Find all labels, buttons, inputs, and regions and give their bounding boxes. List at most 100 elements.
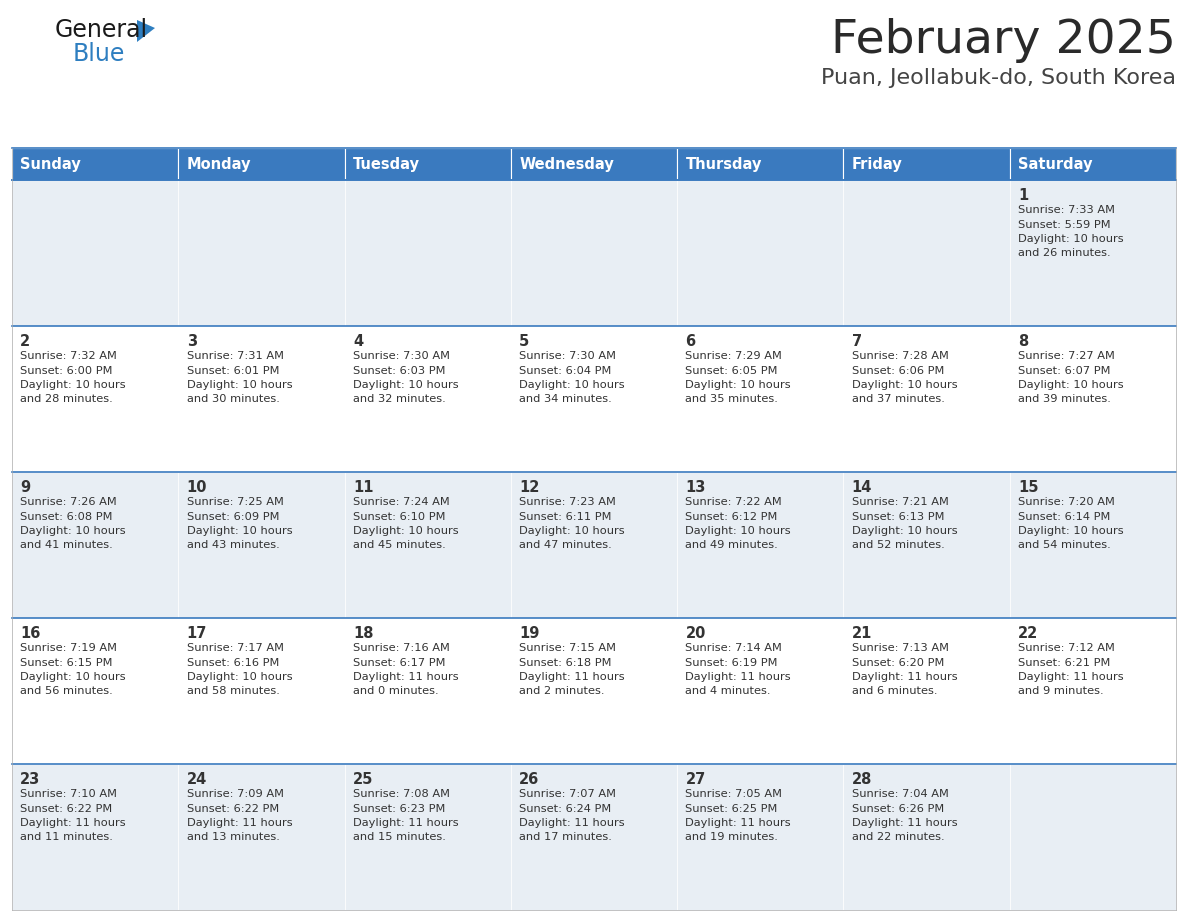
- Text: and 45 minutes.: and 45 minutes.: [353, 541, 446, 551]
- Text: Sunrise: 7:27 AM: Sunrise: 7:27 AM: [1018, 351, 1114, 361]
- Text: Sunrise: 7:32 AM: Sunrise: 7:32 AM: [20, 351, 118, 361]
- Text: and 6 minutes.: and 6 minutes.: [852, 687, 937, 697]
- Text: and 47 minutes.: and 47 minutes.: [519, 541, 612, 551]
- Text: Sunset: 6:04 PM: Sunset: 6:04 PM: [519, 365, 612, 375]
- Text: Sunset: 5:59 PM: Sunset: 5:59 PM: [1018, 219, 1111, 230]
- Text: Sunset: 6:12 PM: Sunset: 6:12 PM: [685, 511, 778, 521]
- Bar: [12, 764, 178, 910]
- Text: Sunset: 6:15 PM: Sunset: 6:15 PM: [20, 657, 113, 667]
- Text: Daylight: 10 hours: Daylight: 10 hours: [852, 380, 958, 390]
- Text: Daylight: 11 hours: Daylight: 11 hours: [519, 818, 625, 828]
- Text: and 13 minutes.: and 13 minutes.: [187, 833, 279, 843]
- Text: 26: 26: [519, 772, 539, 787]
- Text: Daylight: 10 hours: Daylight: 10 hours: [187, 380, 292, 390]
- Text: Sunrise: 7:20 AM: Sunrise: 7:20 AM: [1018, 497, 1114, 507]
- Text: Sunday: Sunday: [20, 156, 81, 172]
- Text: 23: 23: [20, 772, 40, 787]
- Bar: [178, 148, 345, 180]
- Text: and 26 minutes.: and 26 minutes.: [1018, 249, 1111, 259]
- Text: Daylight: 10 hours: Daylight: 10 hours: [519, 526, 625, 536]
- Text: Daylight: 11 hours: Daylight: 11 hours: [353, 672, 459, 682]
- Bar: [12, 326, 178, 472]
- Bar: [345, 618, 511, 764]
- Text: Sunrise: 7:08 AM: Sunrise: 7:08 AM: [353, 789, 450, 799]
- Text: 13: 13: [685, 480, 706, 495]
- Text: Sunset: 6:11 PM: Sunset: 6:11 PM: [519, 511, 612, 521]
- Bar: [843, 472, 1010, 618]
- Text: Sunrise: 7:12 AM: Sunrise: 7:12 AM: [1018, 643, 1114, 653]
- Text: Sunset: 6:10 PM: Sunset: 6:10 PM: [353, 511, 446, 521]
- Text: 9: 9: [20, 480, 31, 495]
- Text: 10: 10: [187, 480, 207, 495]
- Text: and 30 minutes.: and 30 minutes.: [187, 395, 279, 405]
- Text: February 2025: February 2025: [832, 18, 1176, 63]
- Text: and 17 minutes.: and 17 minutes.: [519, 833, 612, 843]
- Text: and 43 minutes.: and 43 minutes.: [187, 541, 279, 551]
- Bar: [1010, 326, 1176, 472]
- Text: 18: 18: [353, 626, 373, 641]
- Bar: [12, 472, 178, 618]
- Text: and 35 minutes.: and 35 minutes.: [685, 395, 778, 405]
- Bar: [178, 764, 345, 910]
- Text: Sunset: 6:23 PM: Sunset: 6:23 PM: [353, 803, 446, 813]
- Bar: [511, 148, 677, 180]
- Text: Daylight: 11 hours: Daylight: 11 hours: [685, 672, 791, 682]
- Text: and 37 minutes.: and 37 minutes.: [852, 395, 944, 405]
- Text: and 19 minutes.: and 19 minutes.: [685, 833, 778, 843]
- Text: Sunrise: 7:24 AM: Sunrise: 7:24 AM: [353, 497, 449, 507]
- Text: 7: 7: [852, 334, 861, 349]
- Text: 2: 2: [20, 334, 31, 349]
- Text: Sunrise: 7:15 AM: Sunrise: 7:15 AM: [519, 643, 617, 653]
- Text: Daylight: 11 hours: Daylight: 11 hours: [852, 818, 958, 828]
- Text: Blue: Blue: [72, 42, 126, 66]
- Bar: [1010, 764, 1176, 910]
- Text: Daylight: 10 hours: Daylight: 10 hours: [187, 672, 292, 682]
- Text: Sunrise: 7:05 AM: Sunrise: 7:05 AM: [685, 789, 783, 799]
- Text: Sunrise: 7:29 AM: Sunrise: 7:29 AM: [685, 351, 783, 361]
- Text: Daylight: 10 hours: Daylight: 10 hours: [1018, 234, 1124, 244]
- Text: Sunrise: 7:09 AM: Sunrise: 7:09 AM: [187, 789, 284, 799]
- Text: Sunset: 6:09 PM: Sunset: 6:09 PM: [187, 511, 279, 521]
- Bar: [1010, 180, 1176, 326]
- Text: Sunset: 6:06 PM: Sunset: 6:06 PM: [852, 365, 944, 375]
- Text: Sunset: 6:26 PM: Sunset: 6:26 PM: [852, 803, 944, 813]
- Bar: [345, 472, 511, 618]
- Text: 15: 15: [1018, 480, 1038, 495]
- Text: 27: 27: [685, 772, 706, 787]
- Text: Friday: Friday: [852, 156, 903, 172]
- Text: Sunset: 6:25 PM: Sunset: 6:25 PM: [685, 803, 778, 813]
- Text: and 41 minutes.: and 41 minutes.: [20, 541, 113, 551]
- Text: 6: 6: [685, 334, 696, 349]
- Text: Wednesday: Wednesday: [519, 156, 614, 172]
- Text: Daylight: 10 hours: Daylight: 10 hours: [519, 380, 625, 390]
- Text: Daylight: 10 hours: Daylight: 10 hours: [187, 526, 292, 536]
- Text: Sunrise: 7:33 AM: Sunrise: 7:33 AM: [1018, 205, 1116, 215]
- Text: Sunrise: 7:21 AM: Sunrise: 7:21 AM: [852, 497, 948, 507]
- Text: Sunrise: 7:22 AM: Sunrise: 7:22 AM: [685, 497, 782, 507]
- Bar: [345, 326, 511, 472]
- Text: Sunrise: 7:19 AM: Sunrise: 7:19 AM: [20, 643, 118, 653]
- Text: Sunrise: 7:28 AM: Sunrise: 7:28 AM: [852, 351, 948, 361]
- Text: Daylight: 11 hours: Daylight: 11 hours: [852, 672, 958, 682]
- Text: and 39 minutes.: and 39 minutes.: [1018, 395, 1111, 405]
- Text: Sunrise: 7:13 AM: Sunrise: 7:13 AM: [852, 643, 949, 653]
- Text: Sunrise: 7:16 AM: Sunrise: 7:16 AM: [353, 643, 450, 653]
- Text: 8: 8: [1018, 334, 1029, 349]
- Text: Daylight: 11 hours: Daylight: 11 hours: [1018, 672, 1124, 682]
- Text: Sunset: 6:20 PM: Sunset: 6:20 PM: [852, 657, 944, 667]
- Text: Sunrise: 7:30 AM: Sunrise: 7:30 AM: [519, 351, 617, 361]
- Text: Sunset: 6:22 PM: Sunset: 6:22 PM: [20, 803, 113, 813]
- Bar: [12, 180, 178, 326]
- Text: Daylight: 11 hours: Daylight: 11 hours: [519, 672, 625, 682]
- Bar: [511, 618, 677, 764]
- Text: Sunset: 6:03 PM: Sunset: 6:03 PM: [353, 365, 446, 375]
- Bar: [12, 618, 178, 764]
- Text: 21: 21: [852, 626, 872, 641]
- Text: Daylight: 10 hours: Daylight: 10 hours: [852, 526, 958, 536]
- Text: Thursday: Thursday: [685, 156, 762, 172]
- Text: 11: 11: [353, 480, 373, 495]
- Text: Sunset: 6:01 PM: Sunset: 6:01 PM: [187, 365, 279, 375]
- Text: and 54 minutes.: and 54 minutes.: [1018, 541, 1111, 551]
- Bar: [511, 180, 677, 326]
- Text: Sunset: 6:19 PM: Sunset: 6:19 PM: [685, 657, 778, 667]
